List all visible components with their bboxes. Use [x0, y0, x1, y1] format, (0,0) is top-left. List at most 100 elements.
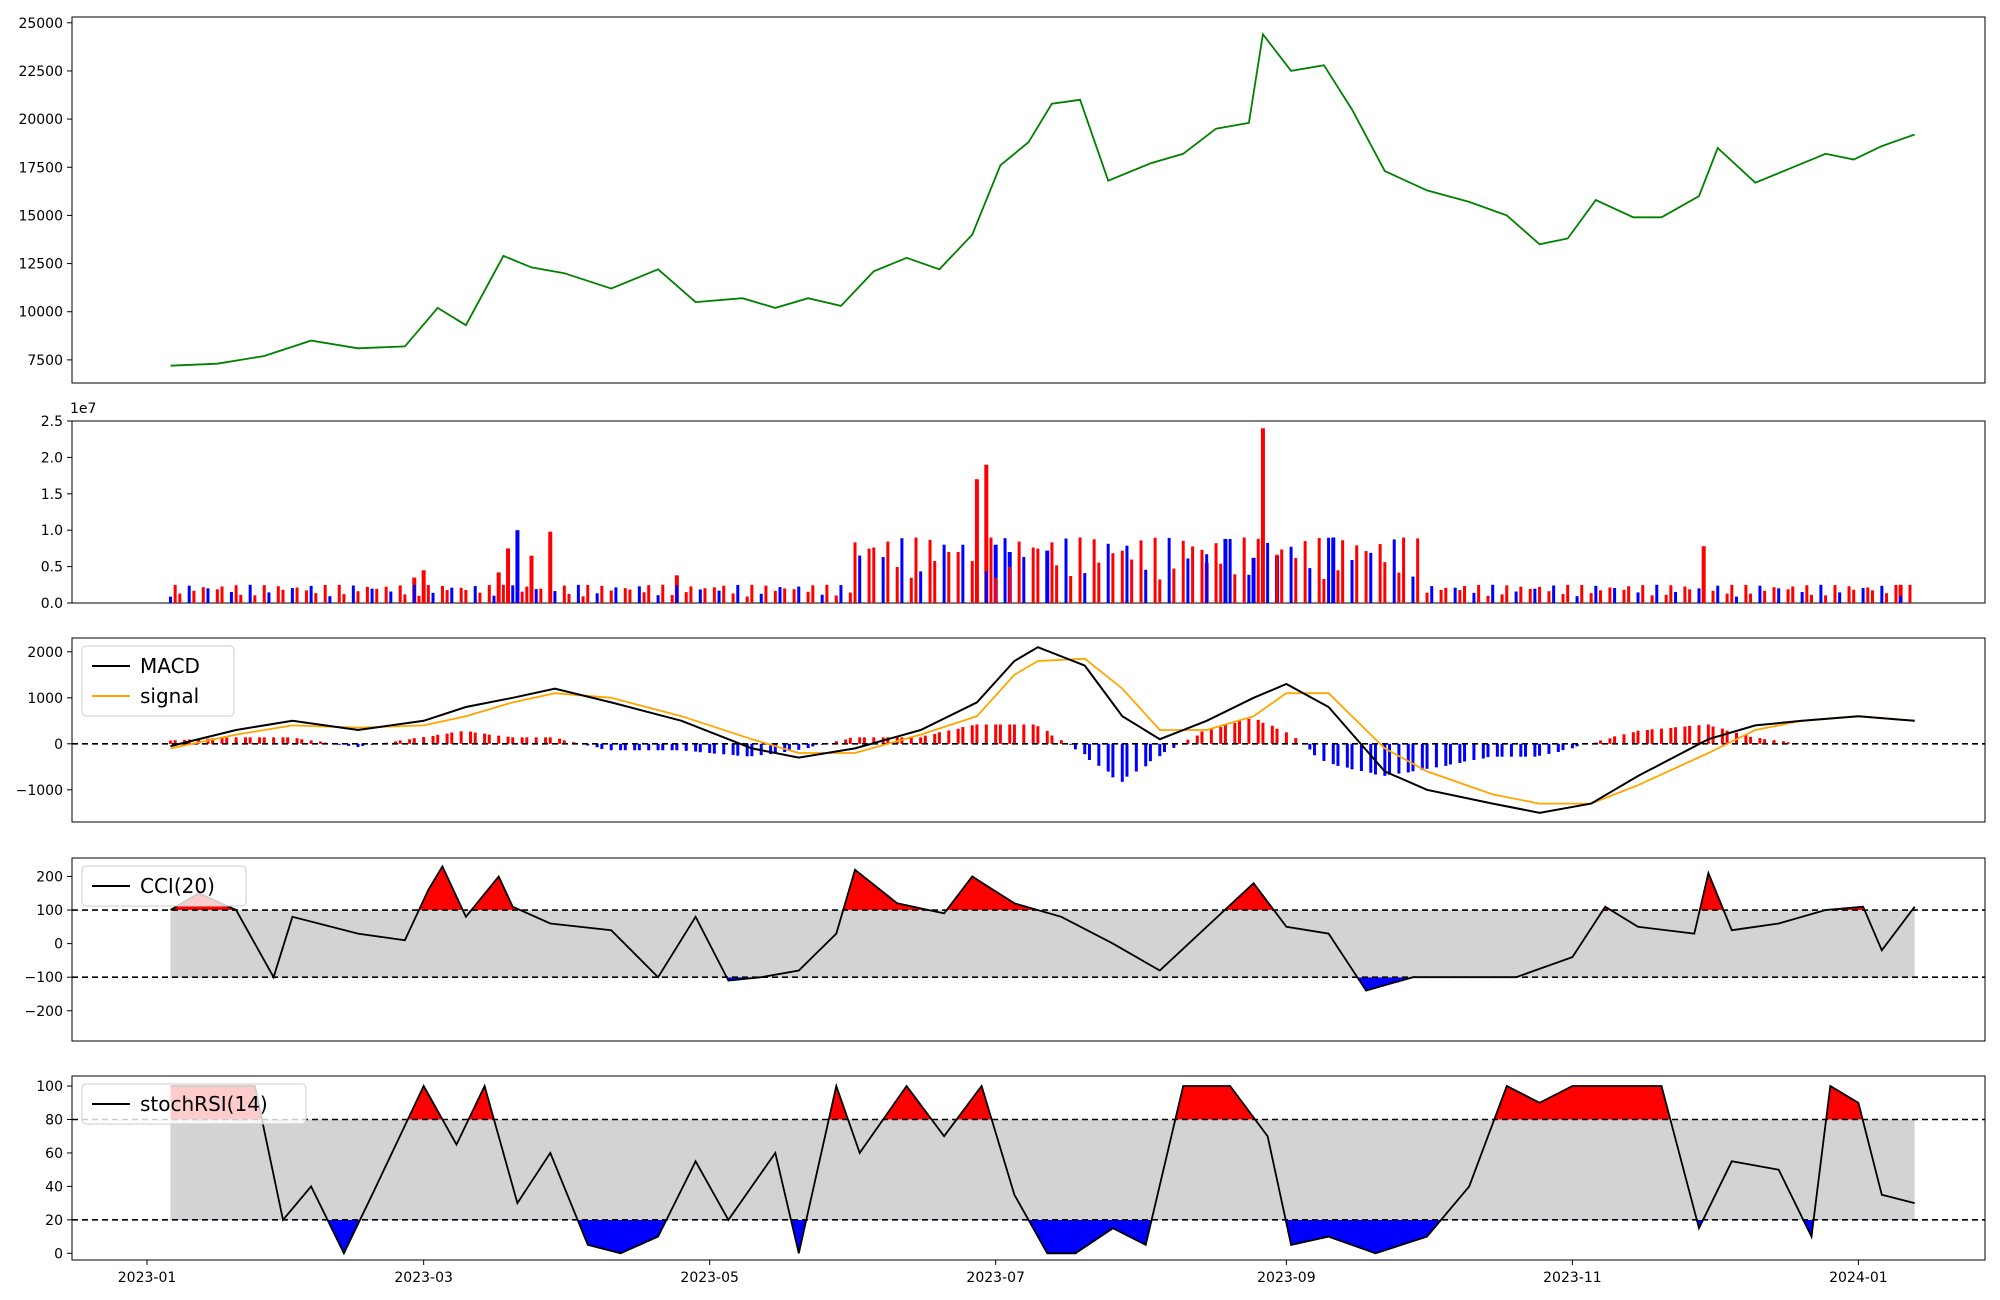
macd-histogram-bar: [1322, 743, 1326, 761]
volume-bar: [206, 588, 210, 603]
volume-bar: [1294, 558, 1298, 603]
macd-histogram-bar: [356, 743, 360, 748]
volume-bar: [567, 593, 571, 603]
volume-bar: [1439, 589, 1443, 603]
volume-bar: [656, 595, 660, 603]
volume-bar: [1650, 595, 1654, 603]
volume-bar: [1500, 594, 1504, 603]
macd-histogram-bar: [258, 737, 262, 744]
macd-histogram-bar: [562, 740, 566, 744]
volume-bar: [989, 537, 993, 603]
volume-bar: [609, 590, 613, 603]
volume-bar: [942, 544, 946, 603]
y-tick-label: 1.5: [41, 487, 63, 503]
volume-bar: [1378, 544, 1382, 603]
volume-bar: [745, 596, 749, 603]
macd-histogram-bar: [1519, 743, 1523, 757]
macd-histogram-bar: [670, 743, 674, 751]
volume-bar: [1416, 538, 1420, 603]
macd-histogram-bar: [745, 743, 749, 757]
y-tick-label: 20: [45, 1213, 63, 1229]
macd-histogram-bar: [436, 734, 440, 744]
y-tick-label: 20000: [18, 112, 63, 128]
y-tick-label: 80: [45, 1112, 63, 1128]
macd-histogram-bar: [1570, 743, 1574, 749]
volume-bar: [1191, 546, 1195, 603]
volume-bar: [783, 588, 787, 603]
macd-histogram-bar: [408, 739, 412, 744]
volume-bar: [1336, 570, 1340, 603]
volume-bar: [1519, 586, 1523, 603]
volume-bar: [168, 596, 172, 603]
legend-2: MACD signal: [81, 645, 235, 717]
macd-histogram-bar: [736, 743, 740, 756]
volume-bar: [1594, 585, 1598, 603]
volume-bar: [1528, 588, 1532, 603]
macd-histogram-bar: [1561, 743, 1565, 751]
volume-bar: [1097, 562, 1101, 603]
macd-histogram-bar: [1186, 739, 1190, 744]
volume-bar: [1397, 572, 1401, 603]
volume-bar: [1810, 594, 1814, 603]
volume-bar: [365, 586, 369, 603]
volume-bar: [525, 586, 529, 603]
macd-histogram-bar: [848, 737, 852, 744]
volume-bar: [675, 585, 679, 603]
macd-histogram-bar: [708, 743, 712, 753]
x-tick-label: 2023-09: [1257, 1270, 1316, 1286]
volume-bar: [1158, 579, 1162, 603]
macd-histogram-bar: [234, 737, 238, 744]
volume-bar: [886, 541, 890, 603]
volume-bar: [384, 586, 388, 603]
volume-bar: [1289, 546, 1293, 603]
macd-histogram-bar: [1674, 727, 1678, 744]
volume-bar: [1477, 585, 1481, 603]
macd-histogram-bar: [1069, 743, 1073, 745]
y-tick-label: 7500: [27, 353, 63, 369]
macd-histogram-bar: [1636, 730, 1640, 744]
macd-histogram-bar: [1448, 743, 1452, 765]
y-tick-label: 40: [45, 1179, 63, 1195]
macd-histogram-bar: [1120, 743, 1124, 782]
volume-bar: [1369, 552, 1373, 603]
volume-bar: [412, 584, 416, 603]
macd-histogram-bar: [1237, 720, 1241, 744]
volume-bar: [1078, 537, 1082, 603]
volume-bar: [281, 589, 285, 603]
volume-bar: [1092, 539, 1096, 603]
y-axis-price: 7500 10000 12500 15000 17500 20000 22500 25000: [18, 16, 72, 369]
volume-bar: [1861, 588, 1865, 603]
volume-bar: [1486, 595, 1490, 603]
volume-bar: [576, 584, 580, 603]
x-tick-label: 2023-03: [394, 1270, 453, 1286]
macd-histogram-bar: [1556, 743, 1560, 752]
volume-bar: [1763, 590, 1767, 603]
y-tick-label: 0.0: [41, 596, 63, 612]
volume-bar: [1350, 560, 1354, 603]
y-tick-label: 22500: [18, 64, 63, 80]
volume-bar: [1636, 592, 1640, 603]
volume-bar: [1275, 554, 1279, 603]
macd-histogram-bar: [544, 737, 548, 744]
volume-bar: [328, 596, 332, 603]
macd-histogram-bar: [586, 743, 590, 746]
volume-bar: [506, 594, 510, 603]
macd-histogram-bar: [994, 724, 998, 744]
volume-bar: [1683, 586, 1687, 603]
macd-histogram-bar: [1683, 726, 1687, 744]
volume-bar: [1697, 588, 1701, 603]
macd-histogram-bar: [1313, 743, 1317, 756]
volume-bar: [548, 586, 552, 603]
volume-bar: [1392, 539, 1396, 603]
macd-histogram-bar: [937, 732, 941, 744]
y-tick-label: −100: [25, 970, 63, 986]
macd-histogram-bar: [647, 743, 651, 751]
volume-bar: [1772, 587, 1776, 603]
macd-histogram-bar: [511, 737, 515, 744]
macd-histogram-bar: [1158, 743, 1162, 757]
volume-bar: [1017, 541, 1021, 603]
volume-bar: [1453, 587, 1457, 603]
macd-histogram-bar: [525, 737, 529, 744]
macd-histogram-bar: [984, 724, 988, 744]
volume-bar: [792, 589, 796, 603]
